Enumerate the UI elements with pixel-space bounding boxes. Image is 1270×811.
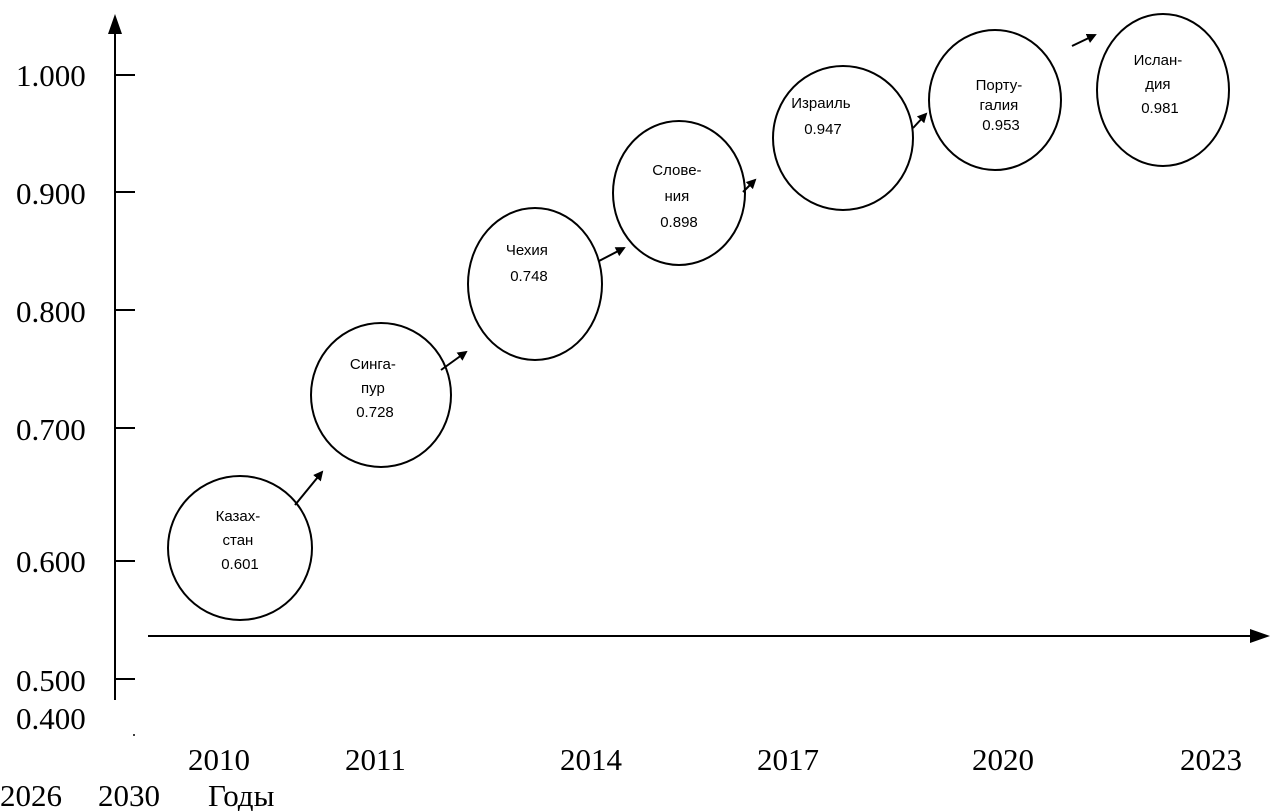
flow-arrows xyxy=(294,33,1097,506)
node-label-slovenia: Слове- ния 0.898 xyxy=(652,162,705,231)
bottom-year-label: 2030 xyxy=(98,778,160,811)
y-tick-label: 0.600 xyxy=(16,544,86,579)
bottom-year-label: 2026 xyxy=(0,778,62,811)
node-label-iceland: Ислан- дия 0.981 xyxy=(1134,52,1187,117)
x-axis-arrowhead xyxy=(1250,629,1270,643)
y-tick-label: 0.500 xyxy=(16,663,86,698)
y-tick-label: 1.000 xyxy=(16,58,86,93)
x-tick-label: 2020 xyxy=(972,742,1034,777)
axis-title-years: Годы xyxy=(208,778,275,811)
y-tick-label: 0.800 xyxy=(16,294,86,329)
node-label-israel: Израиль 0.947 xyxy=(791,95,854,138)
y-tick-marks xyxy=(115,74,135,680)
y-tick-label: 0.900 xyxy=(16,176,86,211)
node-label-kazakhstan: Казах- стан 0.601 xyxy=(216,508,265,573)
y-tick-label: 0.400 xyxy=(16,701,86,736)
node-circles xyxy=(167,13,1230,621)
node-label-portugal: Порту- галия 0.953 xyxy=(976,77,1027,134)
x-tick-label: 2010 xyxy=(188,742,250,777)
y-tick-label: 0.700 xyxy=(16,412,86,447)
stray-dot xyxy=(133,734,135,736)
x-tick-label: 2023 xyxy=(1180,742,1242,777)
node-label-singapore: Синга- пур 0.728 xyxy=(350,356,400,421)
x-tick-label: 2014 xyxy=(560,742,623,777)
x-tick-label: 2017 xyxy=(757,742,819,777)
node-label-czechia: Чехия 0.748 xyxy=(506,242,552,285)
y-axis-arrowhead xyxy=(108,14,122,34)
x-tick-label: 2011 xyxy=(345,742,406,777)
